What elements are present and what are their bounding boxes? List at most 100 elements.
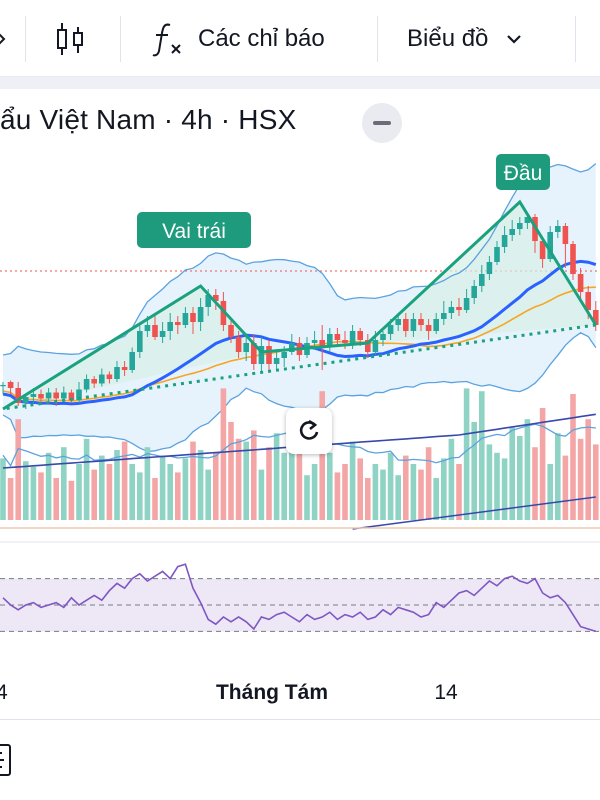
volume-bar <box>509 427 515 520</box>
bottom-tool-button[interactable] <box>0 742 16 783</box>
candle-body <box>83 379 90 390</box>
volume-bar <box>152 478 158 520</box>
volume-bar <box>220 388 227 520</box>
refresh-icon <box>299 419 319 440</box>
volume-bar <box>517 436 523 520</box>
candle-body <box>448 307 455 313</box>
candle-body <box>45 392 52 399</box>
volume-bar <box>585 419 591 520</box>
candle-body <box>243 343 249 352</box>
volume-bar <box>524 419 531 520</box>
volume-bar <box>501 458 508 520</box>
candle-body <box>593 310 599 325</box>
rsi-pane <box>0 563 600 633</box>
volume-bar <box>349 441 356 520</box>
toolbar-scroll-left[interactable] <box>0 12 12 66</box>
volume-bar <box>479 391 485 520</box>
candle-body <box>349 331 356 343</box>
volume-bar <box>76 464 82 520</box>
volume-bar <box>159 455 166 520</box>
candle-body <box>501 235 508 247</box>
candle-body <box>152 325 158 337</box>
candle-body <box>38 394 44 399</box>
volume-bar <box>304 475 310 520</box>
candle-body <box>494 247 500 262</box>
volume-bar <box>289 438 295 520</box>
chevron-icon <box>0 33 6 45</box>
candle-body <box>258 346 265 364</box>
candle-body <box>441 313 447 319</box>
volume-bar <box>15 419 21 520</box>
collapse-legend-button[interactable] <box>362 103 402 143</box>
candle-body <box>220 301 227 325</box>
head-shoulders-line <box>2 199 598 411</box>
price-pane <box>0 214 599 409</box>
volume-bar <box>228 422 234 520</box>
volume-bar <box>494 452 500 520</box>
candle-body <box>76 389 82 400</box>
chart-type-label: Biểu đồ <box>407 25 489 52</box>
volume-bar <box>53 478 59 520</box>
indicators-button[interactable]: Các chỉ báo <box>150 12 360 66</box>
volume-bar <box>121 441 128 520</box>
volume-bar <box>365 478 371 520</box>
candle-body <box>281 352 287 358</box>
top-toolbar: Các chỉ báo Biểu đồ <box>0 0 600 77</box>
candle-body <box>585 292 591 310</box>
volume-bar <box>471 422 477 520</box>
volume-bar <box>197 450 204 520</box>
volume-bar <box>281 452 287 520</box>
candle-body <box>357 331 363 340</box>
candlestick-button[interactable] <box>52 12 92 66</box>
head-label: Đầu <box>496 154 550 190</box>
volume-bar <box>319 391 325 520</box>
volume-bar <box>296 450 303 520</box>
left-shoulder-label: Vai trái <box>137 212 251 248</box>
candle-body <box>365 340 371 352</box>
toolbar-divider <box>120 16 121 62</box>
chart-area[interactable]: Vai trái Đầu 4 Tháng Tám 14 <box>0 150 600 715</box>
candle-body <box>456 307 462 310</box>
head-label-text: Đầu <box>504 162 543 185</box>
volume-bar <box>175 472 181 520</box>
candle-body <box>539 241 546 259</box>
panel-separator <box>0 77 600 89</box>
volume-bar <box>23 461 29 520</box>
candle-body <box>121 367 128 370</box>
candle-body <box>68 392 75 400</box>
candle-body <box>418 319 424 325</box>
candle-body <box>30 394 37 397</box>
candle-body <box>235 337 242 352</box>
candle-body <box>509 229 515 235</box>
candle-body <box>159 331 166 337</box>
candle-body <box>410 319 417 331</box>
reset-chart-button[interactable] <box>286 408 332 454</box>
candle-body <box>517 223 523 229</box>
candle-body <box>425 325 432 331</box>
candle-body <box>228 325 234 337</box>
x-axis-tick-label: 4 <box>0 681 8 704</box>
pattern-fill <box>3 202 596 409</box>
candle-body <box>273 358 280 364</box>
left-shoulder-label-text: Vai trái <box>162 220 226 243</box>
volume-bar <box>562 455 569 520</box>
volume-bar <box>106 464 113 520</box>
candle-body <box>319 340 325 346</box>
candle-body <box>0 385 6 387</box>
volume-bar <box>68 480 75 520</box>
chart-type-button[interactable]: Biểu đồ <box>407 12 547 66</box>
volume-bar <box>61 447 67 520</box>
volume-pane <box>0 388 599 520</box>
volume-bar <box>273 433 280 520</box>
volume-bar <box>45 452 52 520</box>
volume-bar <box>91 469 97 520</box>
volume-bar <box>0 458 6 520</box>
volume-bar <box>539 408 546 520</box>
volume-bar <box>403 455 409 520</box>
volume-bar <box>547 464 553 520</box>
volume-bar <box>7 478 14 520</box>
candle-body <box>311 340 318 343</box>
toolbar-divider <box>25 16 26 62</box>
candle-body <box>327 334 333 346</box>
candle-body <box>137 331 143 352</box>
